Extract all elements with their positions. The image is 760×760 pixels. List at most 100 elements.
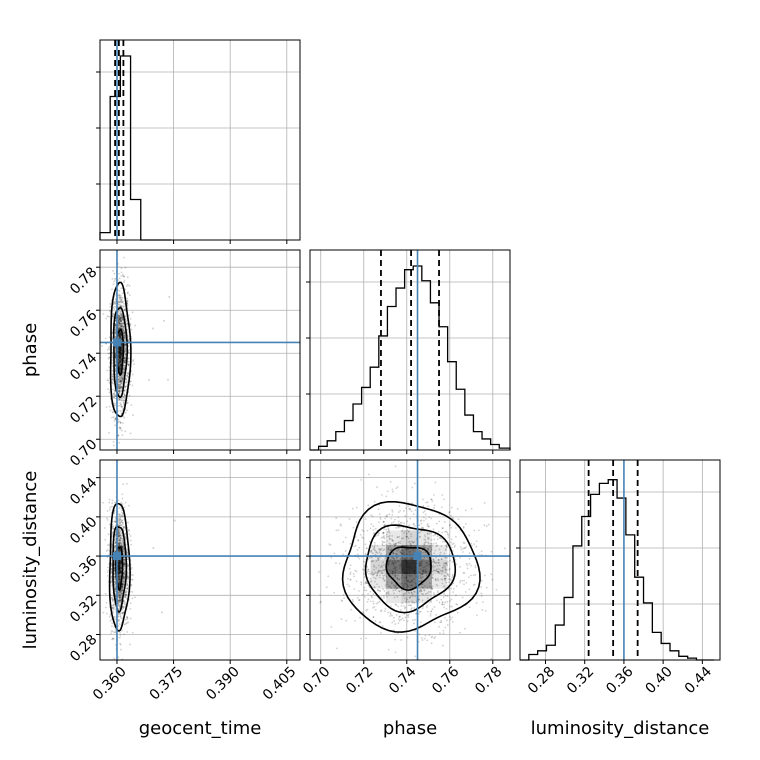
sample-point — [117, 535, 120, 538]
panel-hist-phase — [306, 249, 511, 454]
sample-point — [433, 565, 436, 568]
sample-point — [411, 595, 414, 598]
sample-point — [106, 518, 109, 521]
sample-point — [468, 558, 471, 560]
sample-point — [129, 608, 132, 610]
sample-point — [111, 535, 114, 538]
sample-point — [444, 530, 446, 533]
sample-point — [118, 606, 121, 609]
sample-point — [383, 579, 386, 582]
sample-point — [120, 320, 123, 323]
sample-point — [382, 531, 385, 534]
sample-point — [349, 573, 352, 575]
sample-point — [119, 518, 122, 521]
sample-point — [387, 548, 390, 551]
sample-point — [430, 547, 433, 549]
sample-point — [124, 339, 127, 342]
sample-point — [435, 542, 437, 545]
sample-point — [120, 326, 122, 329]
sample-point — [503, 547, 506, 550]
sample-point — [120, 386, 123, 388]
sample-point — [117, 381, 120, 384]
x-tick-label: 0.360 — [90, 664, 130, 704]
sample-point — [421, 607, 424, 610]
sample-point — [377, 557, 379, 559]
sample-point — [120, 405, 123, 408]
sample-point — [378, 569, 381, 572]
sample-point — [133, 363, 136, 366]
sample-point — [114, 539, 117, 542]
sample-point — [117, 656, 120, 659]
sample-point — [118, 322, 120, 325]
sample-point — [119, 515, 122, 518]
sample-point — [128, 533, 131, 536]
sample-point — [106, 379, 109, 381]
sample-point — [360, 478, 363, 481]
sample-point — [117, 272, 120, 275]
sample-point — [364, 581, 367, 584]
sample-point — [109, 309, 112, 312]
sample-point — [127, 529, 130, 531]
sample-point — [380, 572, 383, 574]
sample-point — [485, 586, 488, 589]
sample-point — [397, 605, 400, 608]
sample-point — [123, 606, 125, 608]
sample-point — [117, 612, 120, 615]
sample-point — [468, 588, 471, 591]
sample-point — [113, 396, 116, 399]
sample-point — [392, 552, 395, 554]
sample-point — [118, 404, 120, 407]
panel-content — [310, 460, 510, 660]
sample-point — [424, 535, 427, 538]
sample-point — [441, 531, 444, 534]
sample-point — [122, 582, 125, 585]
sample-point — [436, 570, 439, 573]
sample-point — [393, 575, 396, 578]
sample-point — [445, 581, 447, 584]
sample-point — [384, 517, 387, 520]
sample-point — [411, 486, 414, 489]
sample-point — [122, 558, 125, 560]
sample-point — [124, 386, 127, 389]
y-tick-label: 0.70 — [67, 436, 100, 469]
sample-point — [397, 618, 400, 621]
sample-point — [113, 280, 116, 283]
sample-point — [126, 401, 129, 404]
sample-point — [443, 521, 446, 523]
sample-point — [118, 301, 121, 304]
sample-point — [398, 615, 401, 618]
sample-point — [443, 603, 446, 606]
sample-point — [121, 374, 124, 377]
sample-point — [379, 610, 382, 613]
sample-point — [441, 527, 444, 529]
sample-point — [113, 512, 116, 515]
sample-point — [119, 380, 121, 383]
sample-point — [117, 532, 120, 535]
sample-point — [129, 380, 132, 383]
sample-point — [117, 603, 120, 606]
sample-point — [383, 535, 385, 537]
sample-point — [127, 580, 130, 583]
sample-point — [117, 542, 120, 545]
sample-point — [131, 574, 134, 577]
sample-point — [447, 581, 450, 584]
sample-point — [124, 570, 126, 572]
sample-point — [123, 332, 126, 335]
sample-point — [358, 599, 361, 601]
sample-point — [442, 566, 444, 569]
sample-point — [388, 535, 390, 538]
sample-point — [121, 586, 124, 589]
sample-point — [123, 344, 126, 347]
sample-point — [368, 570, 371, 573]
y-axis-label-phase: phase — [20, 323, 41, 377]
sample-point — [382, 541, 385, 544]
sample-point — [119, 426, 122, 429]
sample-point — [426, 556, 429, 559]
sample-point — [126, 582, 129, 585]
sample-point — [418, 549, 421, 552]
sample-point — [120, 381, 123, 384]
sample-point — [426, 533, 429, 536]
sample-point — [370, 560, 373, 563]
sample-point — [119, 598, 121, 601]
sample-point — [123, 577, 126, 580]
